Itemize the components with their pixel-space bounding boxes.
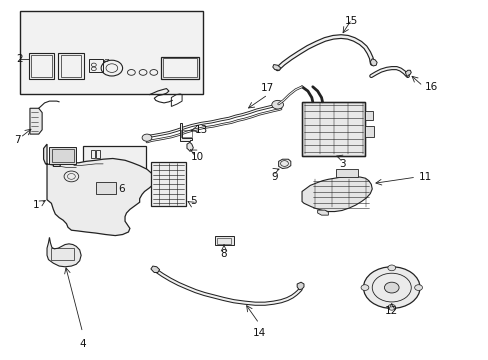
- Circle shape: [360, 285, 368, 291]
- Bar: [215, 236, 233, 245]
- Text: 5: 5: [189, 196, 196, 206]
- Bar: [96, 150, 100, 158]
- Polygon shape: [369, 59, 376, 66]
- Text: 6: 6: [118, 184, 124, 194]
- Bar: [181, 130, 191, 137]
- Bar: [58, 53, 83, 79]
- Text: 4: 4: [79, 338, 86, 348]
- Bar: [49, 147, 76, 164]
- Text: 17: 17: [261, 83, 274, 93]
- Polygon shape: [302, 176, 371, 212]
- Bar: [91, 150, 95, 158]
- Bar: [365, 126, 373, 137]
- Bar: [90, 163, 108, 171]
- Bar: [92, 164, 106, 169]
- Circle shape: [384, 282, 398, 293]
- Text: 16: 16: [424, 82, 437, 92]
- Text: 13: 13: [194, 125, 207, 135]
- Bar: [51, 248, 74, 260]
- Text: 1: 1: [33, 200, 40, 210]
- Text: 7: 7: [14, 135, 21, 145]
- Bar: [302, 102, 365, 156]
- Bar: [89, 59, 103, 72]
- Bar: [151, 162, 185, 206]
- Bar: [61, 55, 81, 77]
- Text: 14: 14: [252, 328, 265, 338]
- Polygon shape: [43, 144, 156, 235]
- Bar: [160, 57, 198, 78]
- Text: 2: 2: [16, 54, 23, 64]
- Polygon shape: [30, 108, 42, 134]
- Text: 10: 10: [190, 152, 203, 162]
- Circle shape: [387, 305, 395, 310]
- Polygon shape: [47, 237, 81, 267]
- Polygon shape: [151, 266, 159, 273]
- Circle shape: [363, 267, 419, 309]
- Bar: [96, 182, 116, 194]
- Bar: [162, 58, 196, 77]
- Bar: [335, 169, 357, 177]
- Circle shape: [271, 100, 283, 109]
- Bar: [302, 102, 365, 156]
- Circle shape: [414, 285, 422, 291]
- Polygon shape: [297, 282, 304, 290]
- Bar: [29, 53, 54, 79]
- Polygon shape: [317, 210, 328, 215]
- Text: 9: 9: [271, 172, 278, 182]
- Text: 11: 11: [418, 172, 431, 182]
- Bar: [52, 149, 74, 162]
- Polygon shape: [180, 123, 191, 141]
- Bar: [82, 146, 146, 184]
- Text: 8: 8: [220, 249, 227, 259]
- Text: 15: 15: [345, 16, 358, 26]
- Text: 3: 3: [338, 159, 345, 169]
- Bar: [365, 111, 372, 120]
- Bar: [20, 12, 203, 94]
- Bar: [217, 238, 230, 244]
- Polygon shape: [405, 70, 410, 77]
- Bar: [31, 55, 52, 77]
- Text: 12: 12: [385, 306, 398, 316]
- Polygon shape: [278, 159, 290, 168]
- Circle shape: [142, 134, 152, 141]
- Polygon shape: [272, 64, 280, 70]
- Polygon shape: [186, 142, 193, 151]
- Circle shape: [387, 265, 395, 271]
